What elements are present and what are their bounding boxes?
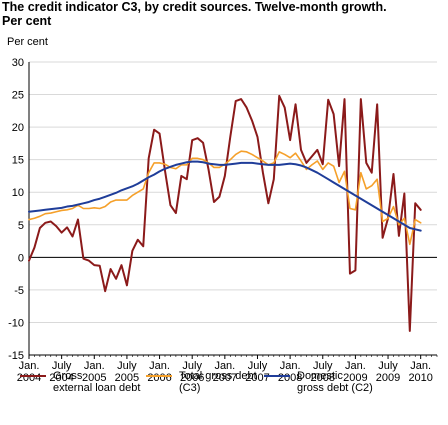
- legend-label-domestic-line2: gross debt (C2): [297, 382, 373, 394]
- x-tick-label-month: Jan.: [410, 360, 431, 372]
- x-tick-label-month: Jan.: [84, 360, 105, 372]
- grid-lines: [29, 61, 437, 323]
- chart-title: The credit indicator C3, by credit sourc…: [2, 0, 448, 28]
- axes: [28, 62, 438, 359]
- y-tick-label: 25: [12, 90, 24, 102]
- x-tick-label-year: 2005: [115, 372, 139, 384]
- x-tick-label-year: 2007: [213, 372, 237, 384]
- x-tick-label-year: 2005: [82, 372, 106, 384]
- x-tick-label-month: July: [182, 360, 202, 372]
- tick-labels: 302520151050-5-10-15Jan.2004July2004Jan.…: [8, 57, 433, 384]
- x-tick-label-month: July: [378, 360, 398, 372]
- x-tick-label-year: 2006: [147, 372, 171, 384]
- y-tick-label: 10: [12, 187, 24, 199]
- y-tick-label: 5: [18, 220, 24, 232]
- x-tick-label-year: 2004: [49, 372, 73, 384]
- x-tick-label-year: 2007: [245, 372, 269, 384]
- x-tick-label-year: 2009: [376, 372, 400, 384]
- legend-label-total-line1: Total gross debt: [179, 370, 257, 382]
- x-tick-label-month: July: [52, 360, 72, 372]
- chart-title-line1: The credit indicator C3, by credit sourc…: [2, 0, 387, 14]
- x-tick-label-month: Jan.: [214, 360, 235, 372]
- x-tick-label-month: Jan.: [19, 360, 40, 372]
- x-tick-label-year: 2004: [17, 372, 41, 384]
- y-tick-label: -15: [8, 350, 24, 362]
- y-tick-label: 15: [12, 155, 24, 167]
- legend-swatch-gross: [20, 375, 46, 377]
- legend-label-total-line2: (C3): [179, 382, 201, 394]
- legend-label-gross-line1: Gross: [53, 370, 83, 382]
- series-line-gross: [28, 94, 422, 332]
- legend-label-gross-line2: external loan debt: [53, 382, 141, 394]
- x-tick-label-month: Jan.: [149, 360, 170, 372]
- legend-swatch-total: [146, 375, 172, 377]
- x-tick-label-year: 2010: [408, 372, 432, 384]
- y-tick-label: -10: [8, 317, 24, 329]
- series-line-domestic: [28, 160, 422, 232]
- x-tick-label-month: July: [117, 360, 137, 372]
- legend-swatch-domestic: [264, 375, 290, 377]
- legend-label-domestic-line1: Domestic: [297, 370, 343, 382]
- x-tick-label-year: 2006: [180, 372, 204, 384]
- y-tick-label: -5: [14, 285, 24, 297]
- chart-title-line2: Per cent: [2, 14, 52, 28]
- y-tick-label: 30: [12, 57, 24, 69]
- x-tick-label-month: Jan.: [345, 360, 366, 372]
- x-tick-label-year: 2008: [311, 372, 335, 384]
- series-lines: [28, 94, 422, 332]
- x-tick-label-month: July: [248, 360, 268, 372]
- x-tick-label-month: Jan.: [280, 360, 301, 372]
- y-tick-label: 0: [18, 252, 24, 264]
- y-axis-unit-label: Per cent: [7, 36, 48, 48]
- y-tick-label: 20: [12, 122, 24, 134]
- x-tick-label-year: 2009: [343, 372, 367, 384]
- x-tick-label-month: July: [313, 360, 333, 372]
